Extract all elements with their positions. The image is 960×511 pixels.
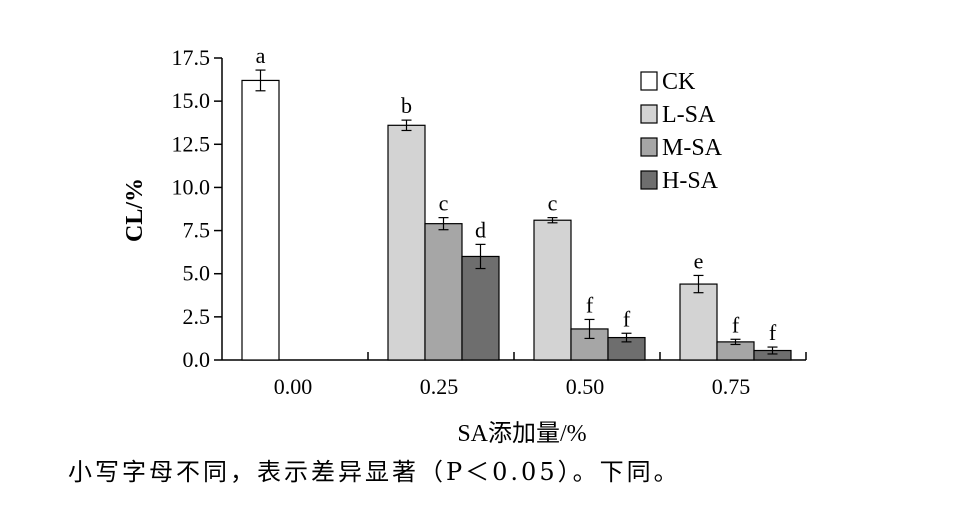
x-tick-label: 0.75 xyxy=(712,374,751,399)
x-axis-title: SA添加量/% xyxy=(457,420,586,447)
legend-label: H-SA xyxy=(662,168,719,194)
legend-swatch xyxy=(640,104,658,124)
significance-label: f xyxy=(623,306,631,331)
y-tick-label: 7.5 xyxy=(183,218,211,243)
bar xyxy=(679,283,718,361)
x-tick-label: 0.50 xyxy=(566,374,605,399)
x-tick-label: 0.00 xyxy=(274,374,313,399)
significance-label: f xyxy=(732,312,740,337)
legend-label: CK xyxy=(662,69,696,95)
legend: CK L-SA M-SA H-SA xyxy=(640,69,723,194)
bar xyxy=(424,223,463,361)
legend-swatch xyxy=(640,71,658,91)
y-tick-label: 12.5 xyxy=(172,131,211,156)
significance-letters: a b c d c f f e f f xyxy=(256,43,777,345)
significance-label: b xyxy=(401,93,412,118)
y-tick-label: 10.0 xyxy=(172,174,211,199)
y-axis-title: CL/% xyxy=(122,178,148,242)
chart-caption: 小写字母不同，表示差异显著（P＜0.05）。下同。 xyxy=(68,458,681,486)
significance-label: f xyxy=(586,292,594,317)
bar xyxy=(533,219,572,361)
y-tick-label: 0.0 xyxy=(183,347,211,372)
y-tick-label: 5.0 xyxy=(183,261,211,286)
legend-swatch xyxy=(640,170,658,190)
legend-label: L-SA xyxy=(662,102,716,128)
y-tick-label: 2.5 xyxy=(183,304,211,329)
y-tick-label: 15.0 xyxy=(172,88,211,113)
significance-label: e xyxy=(694,248,704,273)
legend-swatch xyxy=(640,137,658,157)
legend-label: M-SA xyxy=(662,135,723,161)
bar xyxy=(461,255,500,361)
significance-label: f xyxy=(769,320,777,345)
x-tick-label: 0.25 xyxy=(420,374,459,399)
y-axis: 0.0 2.5 5.0 7.5 10.0 12.5 15.0 17.5 xyxy=(172,45,223,372)
significance-label: c xyxy=(439,191,449,216)
y-tick-label: 17.5 xyxy=(172,45,211,70)
significance-label: a xyxy=(256,43,266,68)
error-bars xyxy=(255,69,778,355)
significance-label: c xyxy=(548,191,558,216)
significance-label: d xyxy=(475,217,486,242)
bars xyxy=(241,79,792,361)
bar xyxy=(241,79,280,361)
bar xyxy=(387,124,426,361)
